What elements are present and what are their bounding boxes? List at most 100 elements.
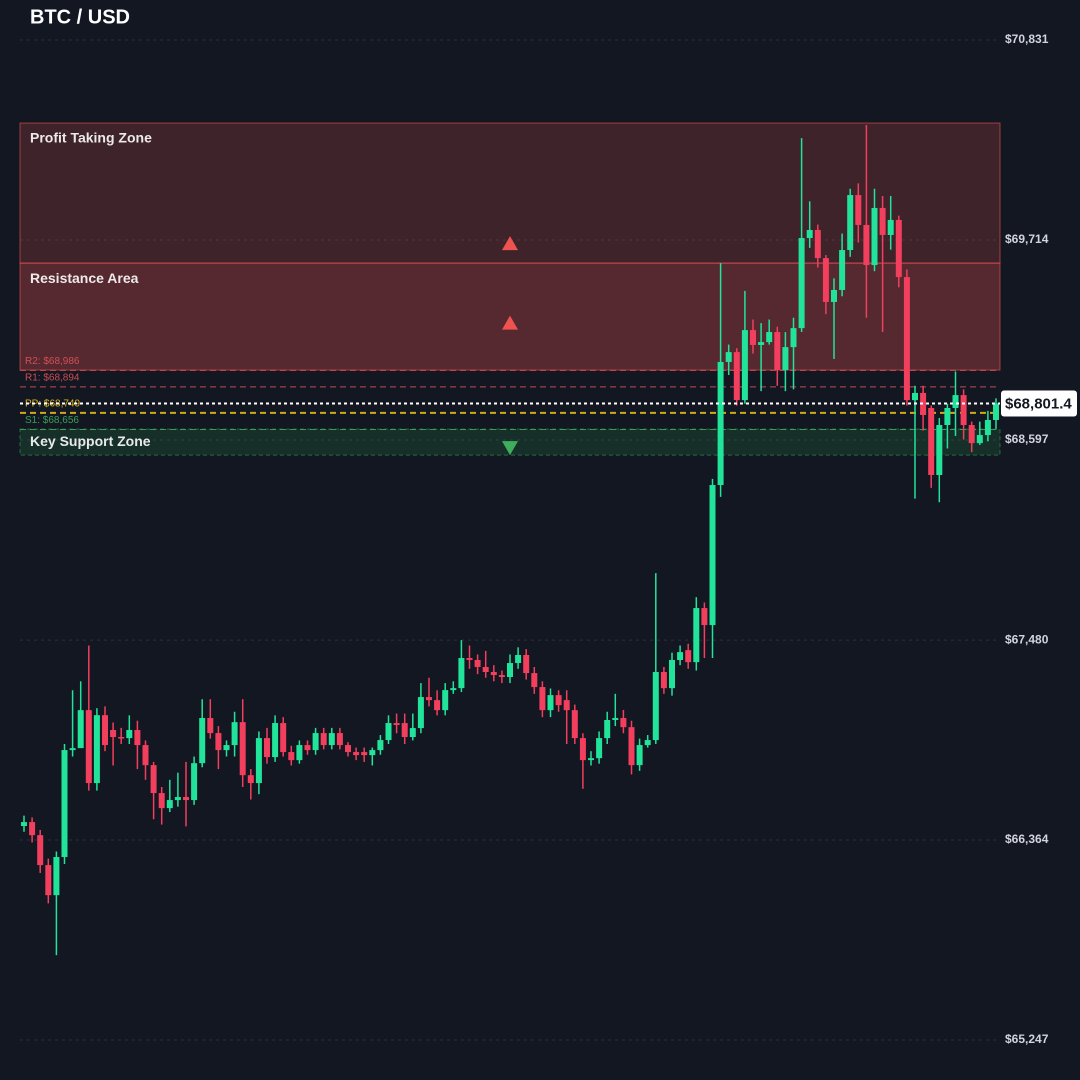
candle-body bbox=[304, 745, 311, 751]
candle-body bbox=[709, 485, 716, 626]
y-tick-label: $69,714 bbox=[1005, 232, 1049, 246]
candle-body bbox=[660, 672, 667, 689]
candle-body bbox=[620, 718, 627, 728]
candle-body bbox=[879, 207, 886, 235]
candle-body bbox=[588, 758, 594, 761]
candle-body bbox=[936, 425, 943, 475]
candle-body bbox=[733, 352, 740, 401]
candle-body bbox=[903, 277, 910, 401]
candle-body bbox=[336, 733, 343, 746]
level-label: R1: $68,894 bbox=[25, 373, 80, 384]
candle-body bbox=[93, 715, 100, 784]
candle-body bbox=[669, 660, 675, 689]
candle-body bbox=[466, 658, 473, 660]
candle-body bbox=[118, 737, 125, 739]
candle-body bbox=[928, 408, 935, 475]
candle-body bbox=[677, 652, 684, 660]
candle-body bbox=[434, 700, 441, 711]
candle-body bbox=[717, 361, 724, 486]
candle-body bbox=[822, 258, 829, 302]
candle-body bbox=[547, 695, 554, 711]
candle-body bbox=[968, 425, 975, 444]
candle-body bbox=[725, 352, 732, 362]
candle-body bbox=[231, 722, 238, 746]
candle-body bbox=[247, 775, 254, 784]
candle-body bbox=[863, 224, 870, 266]
zone-label: Profit Taking Zone bbox=[30, 130, 152, 146]
candle-body bbox=[523, 654, 530, 674]
candle-body bbox=[150, 765, 157, 794]
up-marker bbox=[502, 236, 518, 251]
candle-body bbox=[596, 738, 603, 759]
candle-body bbox=[604, 720, 611, 739]
level-label: R2: $68,986 bbox=[25, 356, 80, 367]
zone-label: Key Support Zone bbox=[30, 433, 151, 449]
candle-body bbox=[207, 718, 214, 734]
candle-body bbox=[701, 608, 708, 626]
candle-body bbox=[887, 219, 894, 235]
candle-body bbox=[539, 687, 546, 711]
candle-body bbox=[426, 697, 432, 701]
candle-body bbox=[952, 395, 959, 408]
candle-body bbox=[490, 672, 497, 676]
candle-body bbox=[531, 673, 538, 688]
candle-body bbox=[507, 663, 513, 678]
candle-body bbox=[482, 666, 489, 672]
candle-body bbox=[255, 738, 262, 784]
candle-body bbox=[920, 392, 927, 415]
candle-body bbox=[644, 740, 651, 746]
candle-body bbox=[993, 403, 999, 420]
y-tick-label: $67,480 bbox=[1005, 632, 1049, 646]
candle-body bbox=[458, 658, 465, 689]
candle-body bbox=[555, 695, 562, 706]
candle-body bbox=[401, 723, 408, 738]
y-tick-label: $70,831 bbox=[1005, 32, 1049, 46]
candle-body bbox=[741, 330, 748, 401]
candle-body bbox=[944, 408, 951, 426]
candle-body bbox=[53, 857, 60, 896]
candle-body bbox=[69, 748, 76, 751]
candle-body bbox=[628, 727, 635, 766]
candle-body bbox=[409, 728, 416, 738]
candle-body bbox=[288, 752, 295, 761]
candle-body bbox=[369, 750, 376, 756]
zone-label: Resistance Area bbox=[30, 270, 139, 286]
price-label: $68,801.4 bbox=[1005, 395, 1072, 412]
candle-body bbox=[158, 793, 165, 809]
candle-body bbox=[847, 195, 854, 251]
candle-body bbox=[474, 660, 481, 667]
y-tick-label: $66,364 bbox=[1005, 832, 1049, 846]
candle-body bbox=[21, 822, 27, 827]
candle-body bbox=[960, 395, 967, 426]
down-marker bbox=[502, 441, 518, 456]
candle-body bbox=[984, 420, 991, 436]
candle-body bbox=[855, 195, 862, 225]
candle-body bbox=[77, 710, 84, 749]
candle-body bbox=[685, 650, 692, 663]
candle-body bbox=[806, 229, 813, 239]
candle-body bbox=[320, 733, 327, 746]
candle-body bbox=[126, 730, 133, 739]
up-marker bbox=[502, 315, 518, 330]
candle-body bbox=[912, 392, 918, 401]
candle-body bbox=[142, 745, 149, 766]
candle-body bbox=[353, 752, 360, 756]
candle-body bbox=[264, 738, 270, 758]
candle-body bbox=[45, 865, 52, 896]
candle-body bbox=[417, 697, 424, 729]
candle-body bbox=[450, 688, 457, 691]
candle-body bbox=[215, 733, 222, 751]
y-tick-label: $65,247 bbox=[1005, 1032, 1049, 1046]
candle-body bbox=[134, 730, 141, 746]
candle-body bbox=[37, 835, 44, 866]
candle-body bbox=[515, 654, 522, 664]
candle-body bbox=[693, 608, 700, 663]
candle-body bbox=[272, 723, 279, 758]
candle-body bbox=[839, 250, 846, 290]
candle-body bbox=[895, 219, 902, 278]
candle-body bbox=[199, 718, 206, 764]
candle-body bbox=[296, 745, 303, 761]
candle-body bbox=[191, 763, 198, 801]
